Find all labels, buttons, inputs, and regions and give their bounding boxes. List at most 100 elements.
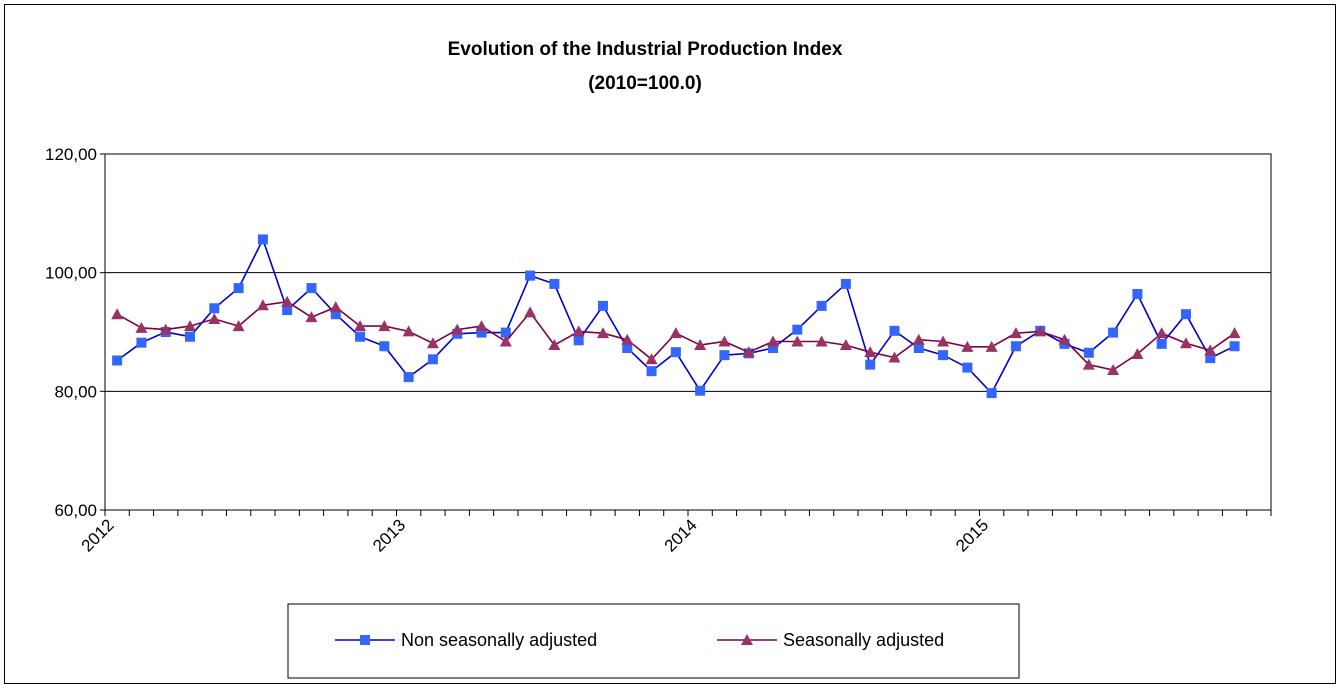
data-point [985, 340, 998, 352]
legend-marker-triangle [741, 634, 753, 645]
data-point [159, 323, 172, 335]
data-point [282, 305, 293, 316]
data-point [694, 339, 707, 351]
data-point [378, 320, 391, 332]
data-point [330, 309, 341, 320]
data-point [669, 327, 682, 339]
legend: Non seasonally adjusted Seasonally adjus… [287, 603, 1020, 679]
data-point [913, 343, 924, 354]
legend-label-non-seasonally-adjusted: Non seasonally adjusted [401, 630, 597, 650]
data-point [1132, 289, 1143, 300]
data-point [185, 331, 196, 342]
data-point [1204, 344, 1217, 356]
data-point [426, 337, 439, 349]
x-axis: 2012 2013 2014 2015 [78, 510, 1272, 556]
legend-entry-non-seasonally-adjusted: Non seasonally adjusted [335, 630, 597, 650]
data-point [742, 346, 755, 358]
data-point [961, 340, 974, 352]
chart-svg: Evolution of the Industrial Production I… [45, 39, 1272, 679]
data-point [524, 306, 537, 318]
data-point [499, 335, 512, 347]
data-point [549, 278, 560, 289]
data-point [986, 388, 997, 399]
data-point [938, 350, 949, 361]
data-point [329, 301, 342, 313]
data-point [1034, 325, 1047, 337]
data-point [840, 278, 851, 289]
data-point [1180, 309, 1191, 320]
data-point [451, 323, 464, 335]
chart-title: Evolution of the Industrial Production I… [448, 39, 843, 60]
data-point [718, 335, 731, 347]
data-point [1010, 341, 1021, 352]
data-point [379, 341, 390, 352]
data-point [645, 353, 658, 365]
data-point [1108, 327, 1119, 338]
data-point [646, 366, 657, 377]
data-point [306, 283, 317, 294]
data-point [1131, 347, 1144, 359]
data-point [136, 337, 147, 348]
series-layer [111, 234, 1241, 399]
data-point [695, 385, 706, 396]
data-point [596, 327, 609, 339]
data-point [1205, 353, 1216, 364]
data-point [816, 300, 827, 311]
data-point [865, 359, 876, 370]
data-point [500, 327, 511, 338]
x-tick-label: 2015 [952, 515, 992, 555]
data-point [572, 325, 585, 337]
data-point [962, 362, 973, 373]
data-point [792, 324, 803, 335]
data-point [1228, 327, 1241, 339]
data-point [525, 270, 536, 281]
series-non-seasonally-adjusted [112, 234, 1240, 399]
y-axis: 60,00 80,00 100,00 120,00 [45, 145, 105, 520]
data-point [815, 335, 828, 347]
data-point [573, 335, 584, 346]
legend-entry-seasonally-adjusted: Seasonally adjusted [717, 630, 944, 650]
data-point [135, 321, 148, 333]
data-point [112, 355, 123, 366]
data-point [305, 311, 318, 323]
y-tick-label: 120,00 [45, 145, 97, 164]
legend-box [287, 603, 1020, 679]
data-point [548, 339, 561, 351]
series-seasonally-adjusted [111, 295, 1241, 375]
data-point [719, 350, 730, 361]
data-point [111, 308, 124, 320]
data-point [232, 320, 245, 332]
data-point [1107, 363, 1120, 375]
y-tick-label: 60,00 [54, 501, 97, 520]
data-point [403, 372, 414, 383]
data-point [937, 335, 950, 347]
data-point [912, 333, 925, 345]
data-point [354, 320, 367, 332]
y-tick-label: 80,00 [54, 382, 97, 401]
data-point [768, 343, 779, 354]
data-point [864, 346, 877, 358]
data-point [256, 299, 269, 311]
data-point [1058, 333, 1071, 345]
data-point [1009, 327, 1022, 339]
x-tick-label: 2013 [369, 515, 409, 555]
data-point [767, 335, 780, 347]
plot-area [104, 153, 1272, 511]
data-point [1156, 338, 1167, 349]
legend-label-seasonally-adjusted: Seasonally adjusted [783, 630, 944, 650]
data-point [1083, 347, 1094, 358]
data-point [427, 354, 438, 365]
chart-frame: Evolution of the Industrial Production I… [4, 4, 1336, 684]
data-point [476, 327, 487, 338]
data-point [184, 320, 197, 332]
data-point [208, 312, 221, 324]
data-point [1179, 337, 1192, 349]
data-point [791, 335, 804, 347]
x-tick-label: 2014 [661, 515, 701, 555]
data-point [889, 325, 900, 336]
data-point [209, 303, 220, 314]
data-point [597, 300, 608, 311]
data-point [475, 320, 488, 332]
data-point [1082, 358, 1095, 370]
data-point [355, 331, 366, 342]
